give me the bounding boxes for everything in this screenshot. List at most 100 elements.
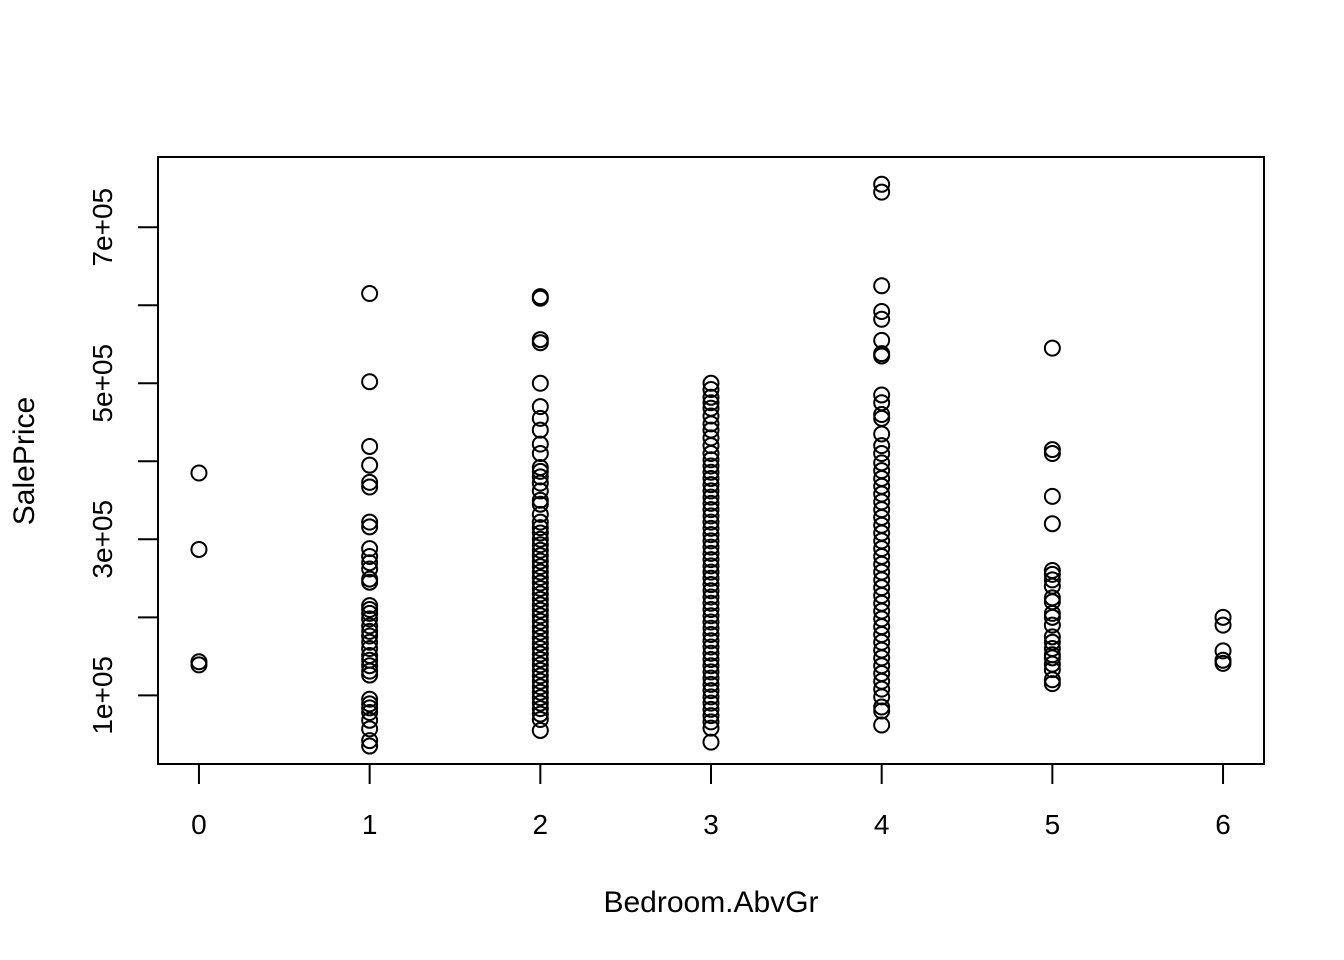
data-point: [531, 495, 549, 513]
data-point: [190, 540, 208, 558]
data-point: [702, 563, 720, 581]
x-tick-label: 3: [703, 809, 719, 840]
data-point: [361, 473, 379, 491]
x-tick-label: 2: [533, 809, 549, 840]
data-point: [531, 607, 549, 625]
data-point: [702, 688, 720, 706]
data-point: [1043, 628, 1061, 646]
data-point: [702, 544, 720, 562]
data-point: [702, 494, 720, 512]
data-point: [702, 457, 720, 475]
data-point: [1043, 339, 1061, 357]
data-point: [361, 666, 379, 684]
data-point: [361, 373, 379, 391]
data-point: [361, 704, 379, 722]
data-point: [702, 507, 720, 525]
data-point: [702, 482, 720, 500]
data-point: [361, 456, 379, 474]
data-point: [361, 627, 379, 645]
data-point: [531, 596, 549, 614]
y-axis-title: SalePrice: [8, 397, 41, 525]
data-point: [531, 700, 549, 718]
data-point: [531, 569, 549, 587]
x-tick-label: 0: [191, 809, 207, 840]
data-point: [702, 538, 720, 556]
data-point: [361, 622, 379, 640]
data-point: [702, 619, 720, 637]
data-point: [531, 462, 549, 480]
data-point: [531, 661, 549, 679]
data-point: [531, 574, 549, 592]
data-point: [531, 444, 549, 462]
data-point: [531, 519, 549, 537]
data-point: [702, 526, 720, 544]
data-point: [873, 425, 891, 443]
data-point: [702, 601, 720, 619]
x-axis-title: Bedroom.AbvGr: [603, 886, 818, 919]
data-point: [873, 680, 891, 698]
data-point: [1043, 444, 1061, 462]
data-point: [361, 657, 379, 675]
data-point: [873, 277, 891, 295]
data-point: [702, 488, 720, 506]
data-point: [531, 640, 549, 658]
x-tick-label: 5: [1045, 809, 1061, 840]
x-tick-label: 6: [1215, 809, 1231, 840]
data-point: [1043, 571, 1061, 589]
data-points: [190, 175, 1232, 755]
data-point: [1043, 608, 1061, 626]
data-point: [531, 650, 549, 668]
data-point: [702, 638, 720, 656]
data-point: [361, 633, 379, 651]
data-point: [531, 563, 549, 581]
data-point: [361, 699, 379, 717]
data-point: [1214, 608, 1232, 626]
y-tick-label: 3e+05: [87, 500, 118, 579]
data-point: [361, 711, 379, 729]
data-point: [1043, 487, 1061, 505]
y-tick-label: 7e+05: [87, 188, 118, 267]
data-point: [702, 700, 720, 718]
data-point: [190, 464, 208, 482]
data-point: [702, 607, 720, 625]
data-point: [531, 590, 549, 608]
data-point: [1214, 654, 1232, 672]
data-point: [1043, 675, 1061, 693]
data-point: [361, 285, 379, 303]
data-point: [702, 625, 720, 643]
data-point: [702, 644, 720, 662]
data-point: [531, 547, 549, 565]
data-point: [361, 573, 379, 591]
y-axis: 1e+05 3e+05 5e+05 7e+05: [87, 188, 159, 735]
data-point: [361, 720, 379, 738]
data-point: [531, 645, 549, 663]
data-point: [361, 478, 379, 496]
data-point: [1214, 616, 1232, 634]
data-point: [531, 721, 549, 739]
data-point: [531, 421, 549, 439]
data-point: [531, 618, 549, 636]
data-point: [531, 482, 549, 500]
data-point: [873, 444, 891, 462]
data-point: [531, 705, 549, 723]
data-point: [531, 289, 549, 307]
data-point: [531, 612, 549, 630]
data-point: [361, 560, 379, 578]
data-point: [873, 347, 891, 365]
data-point: [702, 532, 720, 550]
data-point: [531, 629, 549, 647]
data-point: [531, 711, 549, 729]
data-point: [361, 690, 379, 708]
data-point: [702, 569, 720, 587]
data-point: [361, 617, 379, 635]
data-point: [361, 513, 379, 531]
data-point: [531, 334, 549, 352]
data-point: [702, 733, 720, 751]
data-point: [702, 682, 720, 700]
data-point: [531, 678, 549, 696]
data-point: [361, 640, 379, 658]
data-point: [873, 310, 891, 328]
data-point: [702, 463, 720, 481]
data-point: [873, 716, 891, 734]
